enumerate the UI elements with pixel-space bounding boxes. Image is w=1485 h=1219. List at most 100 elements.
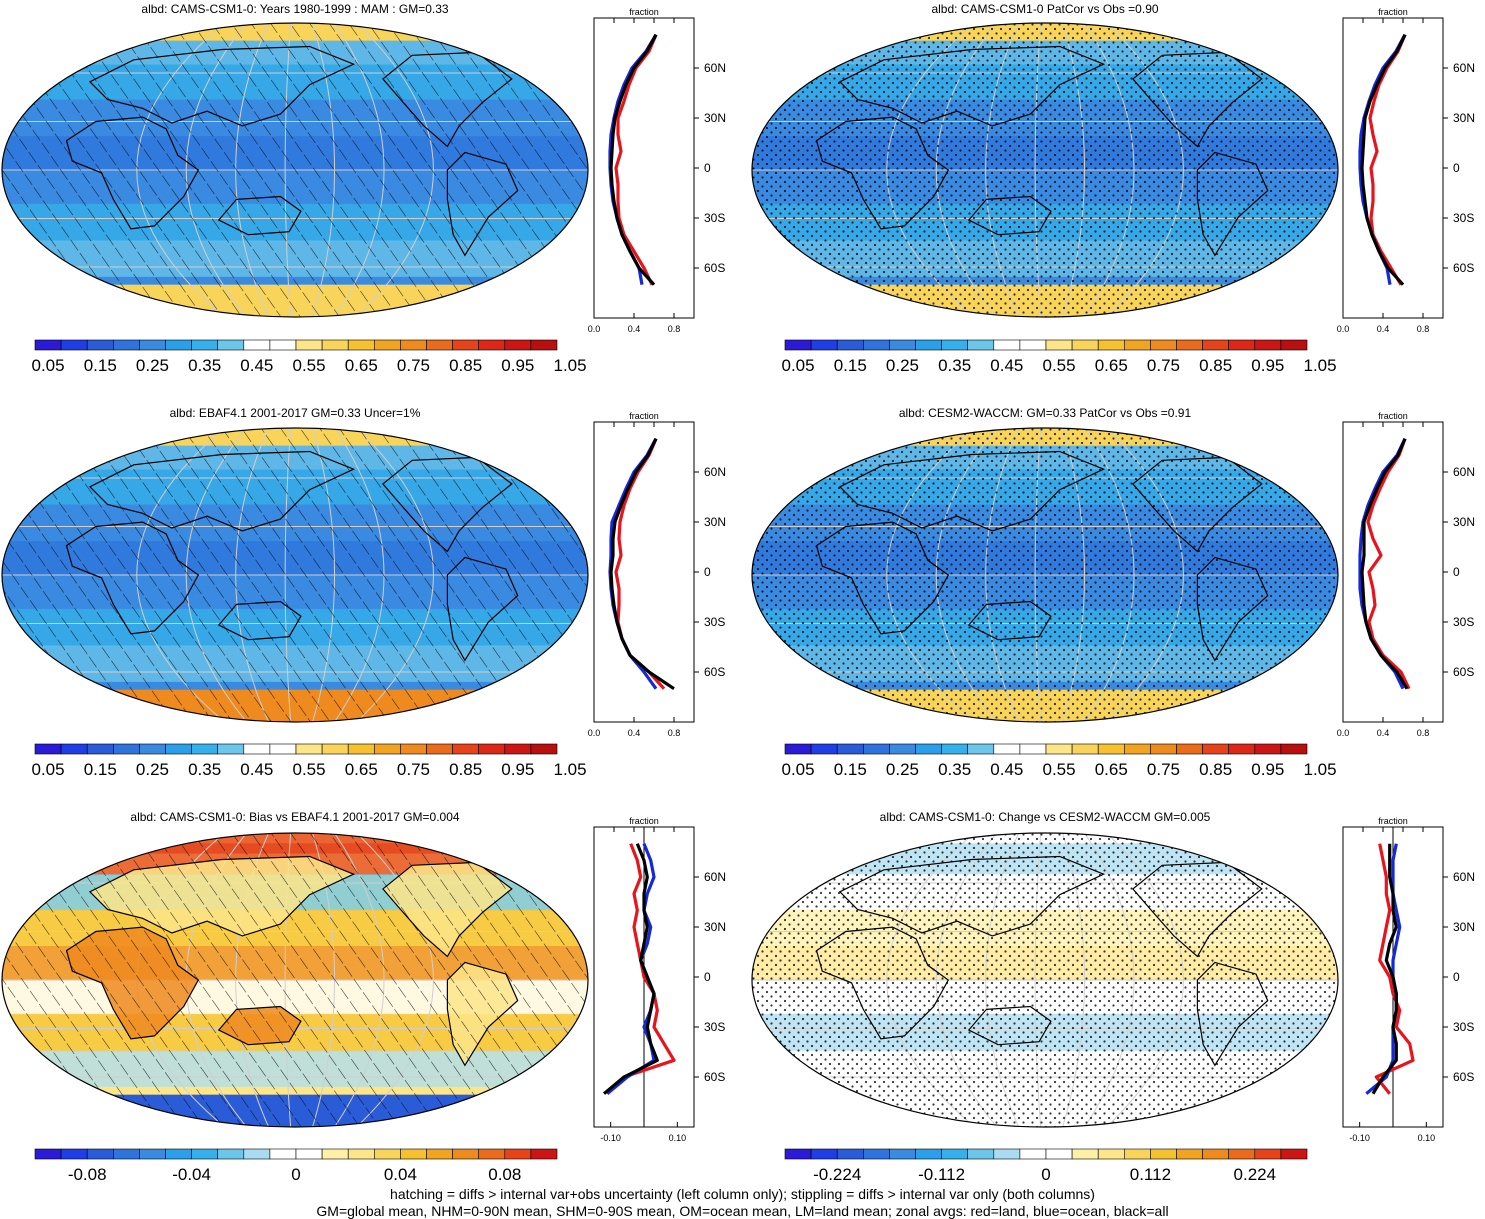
colorbar-box	[373, 743, 401, 755]
colorbar-box	[1019, 743, 1047, 755]
colorbar-box	[34, 1148, 62, 1160]
map-border	[751, 832, 1339, 1128]
zonal-panel-4: fraction 0.0 0.4 0.8 60N 30N 0 30S 60S	[1337, 411, 1475, 738]
colorbar-label: 0.35	[188, 760, 221, 779]
colorbar-box	[400, 339, 427, 351]
colorbar-box	[478, 743, 506, 755]
colorbar-label: 0.08	[488, 1165, 521, 1184]
colorbar-label: 0.25	[136, 356, 169, 375]
lat-label: 30S	[704, 1020, 725, 1034]
colorbar-label: 0.05	[782, 760, 815, 779]
lat-label: 60N	[704, 61, 726, 75]
lat-label: 30S	[704, 615, 725, 629]
map-border	[1, 427, 589, 723]
lat-label: 60S	[1453, 261, 1474, 275]
colorbar-label: 0.35	[938, 356, 971, 375]
colorbar-box	[86, 1148, 114, 1160]
colorbar-box	[191, 743, 219, 755]
zonal-line-ocean	[1365, 843, 1402, 1095]
colorbar-3: 0.05 0.15 0.25 0.35 0.45 0.55 0.65 0.75 0.85 0.95…	[32, 743, 587, 779]
colorbar-label: 0.85	[449, 356, 482, 375]
colorbar-box	[217, 1148, 245, 1160]
colorbar-label: 0.85	[1199, 760, 1232, 779]
colorbar-box	[1150, 743, 1177, 755]
colorbar-box	[426, 339, 453, 351]
lat-label: 0	[704, 161, 711, 175]
zonal-line-all	[602, 843, 659, 1095]
colorbar-box	[243, 1148, 271, 1160]
colorbar-label: 0.15	[834, 760, 867, 779]
colorbar-box	[478, 339, 506, 351]
colorbar-label: 0.05	[32, 760, 65, 779]
zonal-line-all	[609, 33, 658, 286]
colorbar-2: 0.05 0.15 0.25 0.35 0.45 0.55 0.65 0.75 0.85 0.95…	[782, 339, 1337, 375]
zonal-panel-1: fraction 0.0 0.4 0.8 60N 30N 0 30S 60S	[588, 7, 726, 334]
colorbar-box	[862, 1148, 890, 1160]
map-panel-4	[751, 427, 1339, 723]
colorbar-box	[1280, 743, 1308, 755]
colorbar-label: 1.05	[1304, 760, 1337, 779]
colorbar-box	[810, 339, 838, 351]
colorbar-box	[452, 339, 480, 351]
colorbar-box	[1124, 1148, 1151, 1160]
lat-label: 30N	[704, 111, 726, 125]
colorbar-label: 0.15	[84, 356, 117, 375]
lat-label: 30N	[704, 515, 726, 529]
colorbar-box	[993, 743, 1021, 755]
zonal-xtick-label: 0.4	[628, 728, 641, 738]
colorbar-box	[1019, 1148, 1047, 1160]
colorbar-box	[1045, 1148, 1073, 1160]
zonal-xtick-label: 0.8	[1417, 324, 1430, 334]
map-panel-3	[1, 427, 589, 723]
colorbar-box	[269, 1148, 297, 1160]
colorbar-label: 0.75	[397, 356, 430, 375]
colorbar-box	[915, 743, 942, 755]
lat-label: 60N	[704, 870, 726, 884]
colorbar-box	[1124, 339, 1151, 351]
footer-line-1: hatching = diffs > internal var+obs unce…	[390, 1186, 1095, 1202]
colorbar-box	[321, 743, 349, 755]
colorbar-label: 0.05	[32, 356, 65, 375]
colorbar-label: 0.55	[1043, 760, 1076, 779]
lat-label: 60N	[704, 465, 726, 479]
colorbar-label: 0.35	[188, 356, 221, 375]
colorbar-box	[400, 743, 427, 755]
colorbar-box	[60, 1148, 88, 1160]
colorbar-label: 0.95	[1251, 356, 1284, 375]
panel-title-3: albd: EBAF4.1 2001-2017 GM=0.33 Uncer=1%	[169, 406, 421, 420]
zonal-unit-label: fraction	[1378, 411, 1408, 421]
colorbar-label: 0.04	[384, 1165, 417, 1184]
colorbar-box	[836, 339, 864, 351]
colorbar-box	[836, 1148, 864, 1160]
colorbar-box	[113, 339, 140, 351]
lat-label: 30N	[1453, 920, 1475, 934]
lat-label: 60S	[704, 261, 725, 275]
colorbar-label: 0.15	[834, 356, 867, 375]
colorbar-box	[295, 339, 323, 351]
zonal-line-all	[609, 438, 675, 691]
colorbar-label: 0.75	[1147, 760, 1180, 779]
zonal-xtick-label: 0.0	[1337, 728, 1350, 738]
lat-label: 30N	[1453, 111, 1475, 125]
colorbar-box	[373, 339, 401, 351]
colorbar-box	[217, 339, 245, 351]
colorbar-label: 0.05	[782, 356, 815, 375]
colorbar-box	[1176, 1148, 1203, 1160]
stipple-overlay	[752, 833, 1338, 1127]
colorbar-box	[1202, 339, 1229, 351]
hatch-overlay	[2, 23, 588, 317]
colorbar-box	[269, 743, 297, 755]
zonal-line-land	[1366, 438, 1411, 690]
colorbar-label: 0.95	[1251, 760, 1284, 779]
colorbar-box	[478, 1148, 506, 1160]
colorbar-box	[295, 743, 323, 755]
colorbar-label: -0.04	[172, 1165, 211, 1184]
stipple-overlay	[752, 428, 1338, 722]
lat-label: 60N	[1453, 465, 1475, 479]
colorbar-label: 0.25	[136, 760, 169, 779]
panel-title-2: albd: CAMS-CSM1-0 PatCor vs Obs =0.90	[931, 2, 1159, 16]
colorbar-box	[295, 1148, 323, 1160]
lat-label: 60S	[704, 665, 725, 679]
panel-title-6: albd: CAMS-CSM1-0: Change vs CESM2-WACCM…	[879, 810, 1211, 824]
